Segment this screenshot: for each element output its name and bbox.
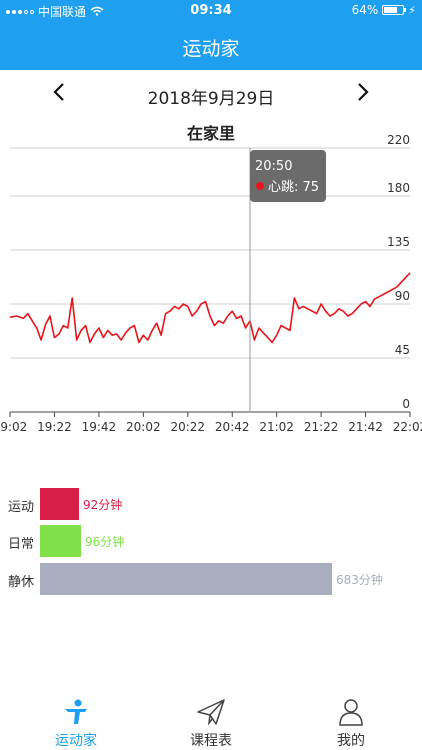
tab-mine[interactable]: 我的: [281, 690, 421, 750]
tab-mine-label: 我的: [337, 733, 365, 749]
status-time: 09:34: [190, 3, 232, 18]
paper-plane-icon: [196, 698, 226, 730]
activity-row: 静休 683分钟: [0, 563, 422, 595]
tab-sport[interactable]: 运动家: [6, 690, 146, 750]
battery-percent: 64%: [351, 3, 379, 17]
x-tick-label: 20:22: [170, 420, 205, 434]
x-tick-label: 22:02: [393, 420, 422, 434]
tooltip: 20:50 心跳: 75: [250, 150, 326, 202]
x-tick-label: 20:42: [215, 420, 250, 434]
activity-value: 683分钟: [336, 573, 383, 587]
user-icon: [337, 698, 365, 730]
battery-icon: [382, 5, 407, 15]
activity-row: 日常 96分钟: [0, 525, 422, 557]
tab-sport-label: 运动家: [55, 733, 97, 749]
chevron-right-icon: [358, 83, 369, 101]
x-tick-label: 20:02: [126, 420, 161, 434]
tab-schedule-label: 课程表: [190, 733, 232, 749]
tooltip-dot: [256, 182, 264, 190]
date-navigator: 2018年9月29日: [0, 78, 422, 112]
x-tick-label: 19:02: [0, 420, 27, 434]
tab-bar: 运动家 课程表 我的: [0, 690, 422, 750]
x-tick-label: 19:22: [37, 420, 72, 434]
x-tick-label: 21:02: [259, 420, 294, 434]
chart-title: 在家里: [186, 124, 235, 143]
carrier-name: 中国联通: [38, 5, 87, 19]
activity-label: 日常: [8, 537, 35, 552]
runner-icon: [62, 698, 90, 730]
y-tick-label: 135: [387, 235, 410, 249]
heart-rate-chart[interactable]: 在家里 220 180 135 90 45 0 19:02 19:22 19:42 20:02 20…: [0, 112, 422, 442]
activity-bar: [40, 563, 332, 595]
signal-icon: [6, 9, 34, 14]
y-tick-label: 0: [402, 397, 410, 411]
tooltip-time: 20:50: [255, 159, 292, 174]
wifi-icon: [90, 5, 104, 19]
activity-value: 96分钟: [85, 535, 125, 549]
activity-row: 运动 92分钟: [0, 488, 422, 520]
page-title: 运动家: [182, 38, 240, 60]
heart-rate-line: [9, 272, 411, 344]
status-bar: 中国联通 09:34 64% ⚡: [0, 0, 422, 22]
tooltip-box: [250, 150, 326, 202]
chevron-left-icon: [53, 83, 64, 101]
next-day-button[interactable]: [348, 80, 378, 108]
x-tick-label: 19:42: [82, 420, 117, 434]
activity-label: 运动: [8, 500, 35, 515]
x-tick-label: 21:22: [304, 420, 339, 434]
current-date: 2018年9月29日: [147, 89, 275, 109]
activity-bar: [40, 525, 81, 557]
y-tick-label: 45: [395, 343, 410, 357]
activity-value: 92分钟: [83, 498, 123, 512]
y-tick-label: 180: [387, 181, 410, 195]
tab-schedule[interactable]: 课程表: [141, 690, 281, 750]
y-tick-label: 220: [387, 133, 410, 147]
app-header: 中国联通 09:34 64% ⚡ 运动家: [0, 0, 422, 70]
prev-day-button[interactable]: [44, 80, 74, 108]
activity-label: 静休: [8, 575, 35, 590]
chart-svg: 220 180 135 90 45 0 19:02 19:22 19:42 20:02 20:22 2…: [0, 133, 422, 434]
y-tick-label: 90: [395, 289, 410, 303]
activity-bar: [40, 488, 79, 520]
charging-icon: ⚡: [408, 3, 416, 17]
x-tick-label: 21:42: [348, 420, 383, 434]
tooltip-value: 心跳: 75: [268, 180, 319, 195]
